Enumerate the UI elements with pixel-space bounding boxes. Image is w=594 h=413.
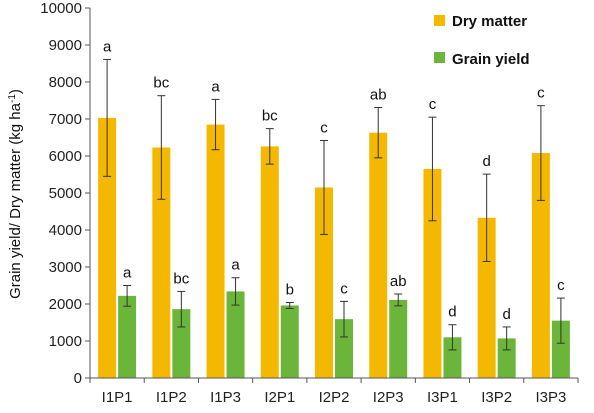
bars-layer bbox=[98, 117, 570, 378]
x-tick-label: I1P3 bbox=[210, 389, 241, 406]
y-tick-label: 0 bbox=[74, 370, 82, 387]
significance-letter-grain-yield: c bbox=[557, 277, 565, 294]
bar-grain-yield bbox=[497, 338, 516, 378]
bar-dry-matter bbox=[423, 168, 442, 378]
y-tick-label: 7000 bbox=[49, 111, 82, 128]
bar-dry-matter bbox=[531, 153, 550, 378]
bar-grain-yield bbox=[551, 320, 570, 378]
y-tick-label: 3000 bbox=[49, 259, 82, 276]
bar-grain-yield bbox=[226, 291, 245, 378]
x-tick-label: I3P2 bbox=[481, 389, 512, 406]
legend-swatch-grain-yield bbox=[434, 52, 445, 63]
legend: Dry matter Grain yield bbox=[434, 13, 530, 68]
y-axis-label-sup: -1 bbox=[7, 94, 18, 103]
axes-layer bbox=[85, 7, 579, 383]
significance-letter-dry-matter: a bbox=[211, 78, 220, 95]
y-tick-label: 1000 bbox=[49, 333, 82, 350]
x-tick-label: I2P2 bbox=[319, 389, 350, 406]
y-tick-label: 10000 bbox=[40, 0, 82, 17]
bar-dry-matter bbox=[98, 117, 117, 378]
y-tick-labels: 0 1000 2000 3000 4000 5000 6000 7000 8000 9000 100… bbox=[40, 0, 82, 387]
y-tick-label: 4000 bbox=[49, 222, 82, 239]
significance-letter-dry-matter: bc bbox=[262, 108, 278, 125]
significance-letter-dry-matter: ab bbox=[370, 87, 387, 104]
significance-letter-dry-matter: c bbox=[320, 119, 328, 136]
significance-letter-dry-matter: d bbox=[482, 153, 490, 170]
significance-letter-grain-yield: d bbox=[502, 306, 510, 323]
significance-letter-dry-matter: a bbox=[103, 38, 112, 55]
significance-letter-grain-yield: c bbox=[340, 280, 348, 297]
significance-letter-dry-matter: bc bbox=[153, 75, 169, 92]
x-tick-label: I3P1 bbox=[427, 389, 458, 406]
bar-dry-matter bbox=[315, 187, 333, 378]
y-tick-label: 5000 bbox=[49, 185, 82, 202]
significance-letter-grain-yield: d bbox=[448, 304, 456, 321]
y-axis-label-main: Grain yield/ Dry matter (kg ha bbox=[7, 102, 24, 299]
bar-grain-yield bbox=[280, 305, 299, 378]
bar-dry-matter bbox=[206, 124, 225, 378]
y-tick-label: 2000 bbox=[49, 296, 82, 313]
x-tick-label: I2P1 bbox=[264, 389, 295, 406]
y-axis-label: Grain yield/ Dry matter (kg ha-1) bbox=[7, 89, 25, 299]
bar-dry-matter bbox=[260, 146, 279, 378]
significance-letter-dry-matter: c bbox=[429, 96, 437, 113]
x-tick-label: I1P1 bbox=[102, 389, 133, 406]
legend-label-dry-matter: Dry matter bbox=[452, 13, 527, 30]
bar-dry-matter bbox=[369, 132, 388, 378]
bar-grain-yield bbox=[443, 337, 462, 378]
y-tick-label: 8000 bbox=[49, 74, 82, 91]
significance-letter-grain-yield: a bbox=[231, 257, 240, 274]
significance-letter-grain-yield: a bbox=[123, 265, 132, 282]
bar-dry-matter bbox=[477, 217, 496, 378]
x-tick-label: I2P3 bbox=[373, 389, 404, 406]
legend-swatch-dry-matter bbox=[434, 15, 445, 26]
bar-grain-yield bbox=[118, 295, 137, 378]
bar-grain-yield bbox=[335, 319, 353, 378]
y-tick-label: 9000 bbox=[49, 37, 82, 54]
x-tick-labels: I1P1 I1P2 I1P3 I2P1 I2P2 I2P3 I3P1 I3P2 I3P3 bbox=[102, 389, 567, 406]
bar-grain-yield bbox=[389, 299, 408, 378]
legend-label-grain-yield: Grain yield bbox=[452, 51, 530, 68]
significance-letter-dry-matter: c bbox=[537, 85, 545, 102]
bar-dry-matter bbox=[152, 147, 171, 378]
significance-letter-grain-yield: b bbox=[286, 282, 294, 299]
error-bars-layer bbox=[103, 58, 565, 351]
bar-grain-yield bbox=[172, 309, 191, 378]
x-tick-label: I1P2 bbox=[156, 389, 187, 406]
x-tick-label: I3P3 bbox=[535, 389, 566, 406]
significance-letter-grain-yield: ab bbox=[390, 273, 407, 290]
y-tick-label: 6000 bbox=[49, 148, 82, 165]
y-axis-label-end: ) bbox=[7, 89, 24, 94]
significance-letter-grain-yield: bc bbox=[173, 270, 189, 287]
